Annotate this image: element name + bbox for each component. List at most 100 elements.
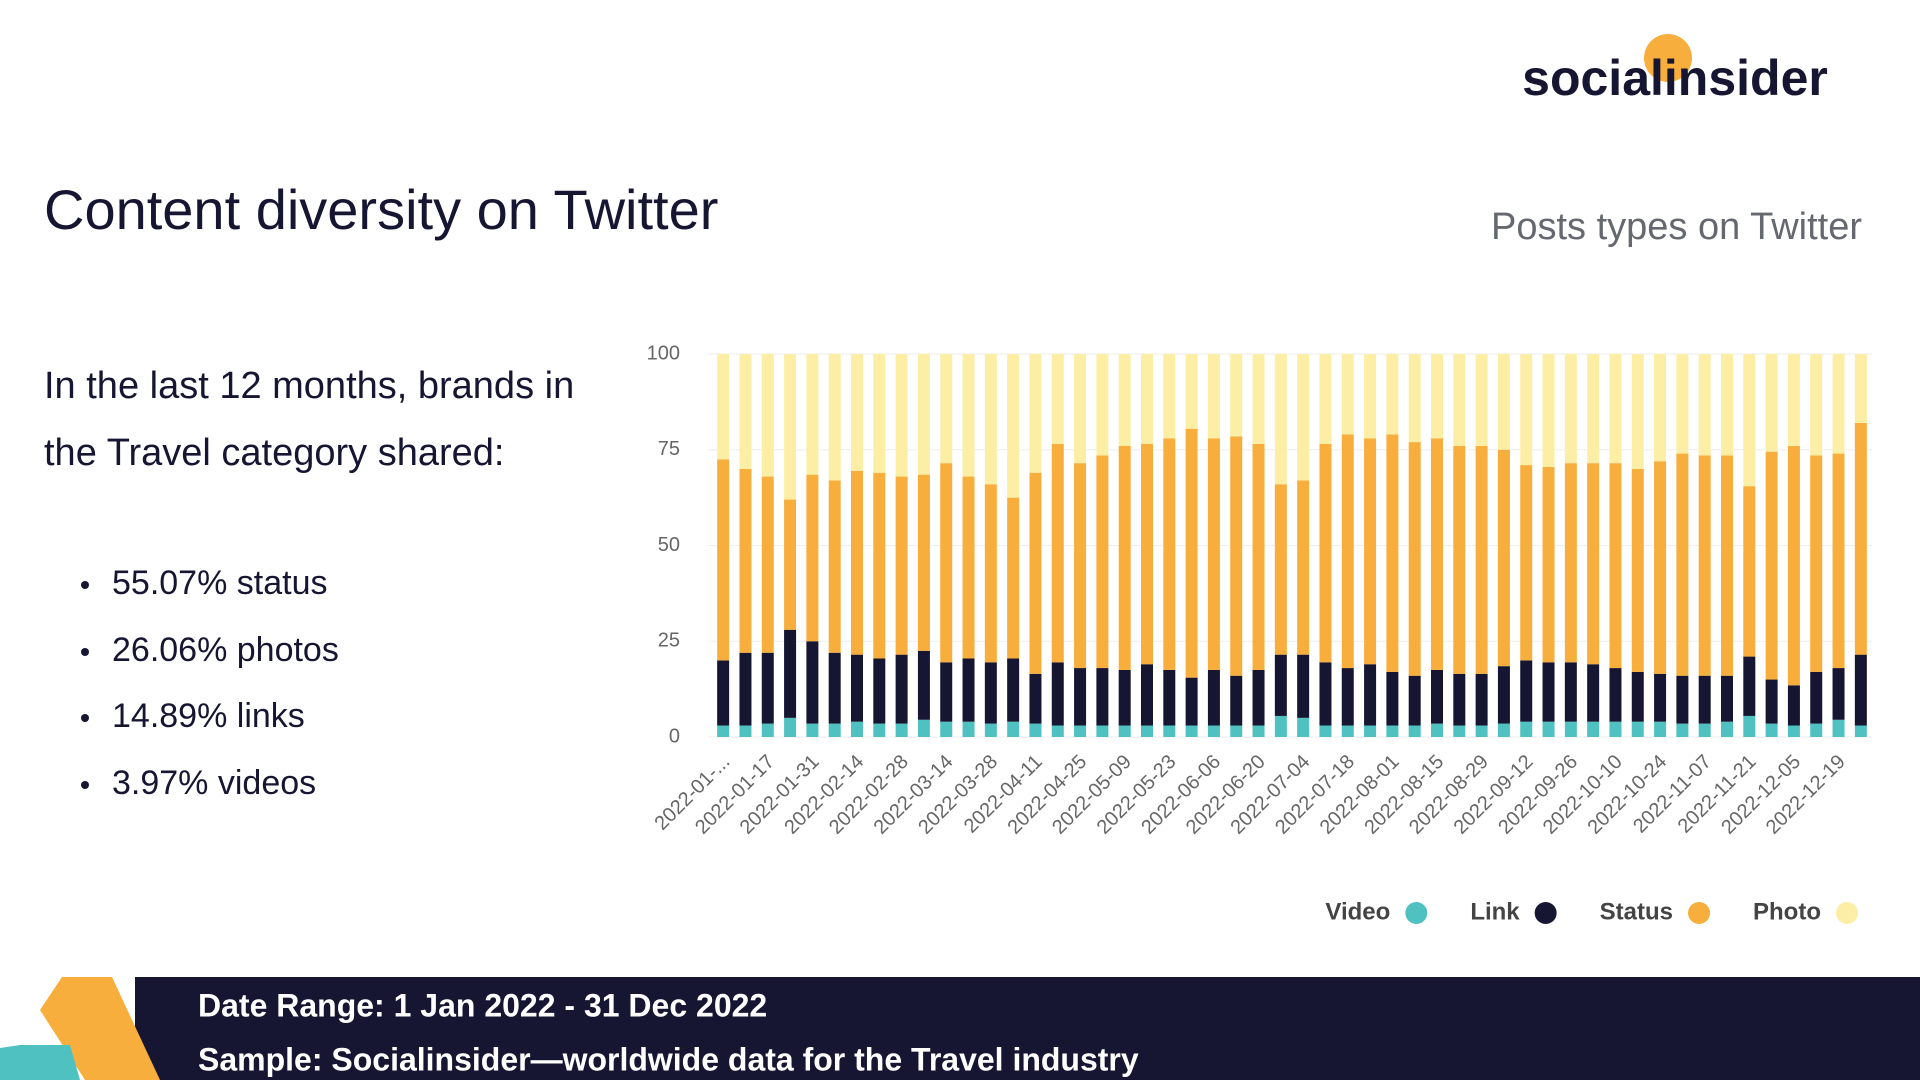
y-tick-label: 100 [647,342,680,364]
bar-segment [1431,723,1443,737]
bar-segment [1274,354,1287,485]
bar-segment [1854,422,1867,655]
bar-segment [1007,658,1020,722]
bar-segment [1207,669,1220,726]
bar-segment [1141,354,1153,445]
legend-dot [1534,902,1557,924]
bar-segment [1408,442,1421,676]
bar-segment [1096,455,1109,669]
bar-segment [851,721,863,737]
bar-segment [1497,449,1510,667]
bar-segment [962,658,975,722]
bar-segment [962,721,975,737]
bar-segment [1319,725,1332,737]
bar-segment [1118,445,1131,670]
bar-segment [1297,480,1310,655]
bar-segment [806,723,819,737]
bar-segment [1185,428,1198,678]
bar-segment [1854,725,1867,737]
bar-segment [1854,654,1867,726]
bar-segment [806,474,819,642]
bar-segment [1721,455,1733,676]
chart: 02550751002022-01-...2022-01-172022-01-3… [647,342,1872,925]
bar-segment [1453,673,1466,726]
bar-segment [1118,725,1131,737]
bar-segment [1542,354,1555,467]
bar-segment [1609,463,1622,669]
bar-segment [1631,354,1644,469]
bar-segment [1118,669,1131,726]
bar-segment [1141,664,1153,726]
bar-segment [1587,354,1600,464]
bar-segment [1787,354,1800,446]
bar-segment [1810,455,1823,672]
bar-segment [1386,671,1399,726]
bar-segment [1029,723,1042,737]
bar-segment [1319,662,1332,726]
bar-segment [1230,725,1243,737]
chart-title: Posts types on Twitter [1491,206,1862,248]
bar-segment [1587,664,1600,722]
bar-segment [895,654,908,724]
bar-segment [917,474,930,651]
intro-line: In the last 12 months, brands in [44,365,574,407]
bar-segment [1386,434,1399,672]
bar-segment [1431,669,1443,724]
bar-segment [1609,354,1622,464]
bar-segment [1743,354,1756,487]
bar-segment [1810,723,1823,737]
bar-segment [1721,675,1733,722]
bar-segment [1787,725,1800,737]
bar-segment [1765,451,1778,680]
bar-segment [1007,721,1020,737]
bar-segment [1743,656,1756,716]
bar-segment [984,354,997,485]
bar-segment [1475,354,1488,446]
bar-segment [1721,354,1733,456]
bar-segment [1185,725,1198,737]
bar-segment [1341,725,1354,737]
bar-segment [1631,468,1644,672]
bar-segment [1765,679,1778,724]
bar-segment [1654,673,1667,722]
slide-title: Content diversity on Twitter [44,178,718,241]
bar-segment [1609,668,1622,722]
bar-segment [717,354,730,460]
bar-segment [1096,725,1109,737]
bar-segment [1721,721,1733,737]
bar-segment [1564,354,1577,464]
bullet: 14.89% links [112,697,305,735]
legend-label: Link [1470,898,1520,925]
bar-segment [1163,669,1176,726]
bar-segment [1453,354,1466,446]
bar-segment [1497,354,1510,450]
bar-segment [761,476,774,653]
bar-segment [895,723,908,737]
bar-segment [1453,445,1466,674]
bar-segment [1587,721,1600,737]
bar-segment [1029,673,1042,724]
bar-segment [1163,438,1176,670]
bar-segment [1676,723,1689,737]
y-tick-label: 50 [658,534,680,556]
bar-segment [1676,453,1689,676]
bar-segment [917,354,930,475]
legend-label: Video [1325,898,1390,925]
bar-segment [784,629,797,718]
y-tick-label: 75 [658,438,680,460]
bar-segment [784,717,797,737]
bar-segment [1364,354,1377,439]
bar-segment [1364,664,1377,726]
bar-segment [1497,666,1510,724]
bar-segment [1297,354,1310,481]
bar-segment [1787,685,1800,726]
intro-line: the Travel category shared: [44,432,504,474]
legend-label: Photo [1753,898,1821,925]
bar-segment [873,658,886,724]
bar-segment [1141,725,1153,737]
bar-segment [1341,354,1354,435]
bar-segment [1810,354,1823,456]
bar-segment [1408,725,1421,737]
legend-dot [1405,902,1428,924]
bar-segment [1698,455,1711,676]
